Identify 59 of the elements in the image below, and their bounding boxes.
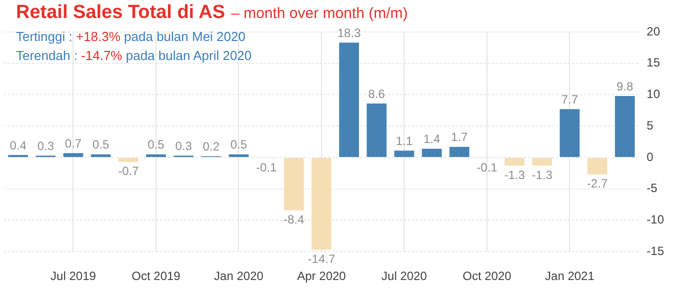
data-label: 0.4 xyxy=(10,138,27,152)
data-label: 0.5 xyxy=(148,138,165,152)
bar xyxy=(422,148,442,157)
x-tick-label: Jan 2020 xyxy=(214,269,264,284)
data-label: -0.1 xyxy=(256,160,277,174)
bar xyxy=(394,150,414,157)
bar xyxy=(146,154,166,157)
data-label: 9.8 xyxy=(616,79,634,94)
y-tick-label: 10 xyxy=(646,87,660,102)
bar xyxy=(532,158,552,166)
data-label: -8.4 xyxy=(284,212,305,226)
data-label: 1.7 xyxy=(451,130,468,144)
bar xyxy=(504,158,524,166)
annotation: Tertinggi : +18.3% pada bulan Mei 2020 xyxy=(16,29,246,44)
y-tick-label: -15 xyxy=(646,244,664,258)
data-label: 7.7 xyxy=(561,92,578,106)
bar xyxy=(90,154,111,157)
data-label: -1.3 xyxy=(532,168,553,182)
data-label: -0.1 xyxy=(476,160,498,174)
data-label: 0.2 xyxy=(202,140,220,154)
x-tick-label: Jul 2019 xyxy=(50,269,96,284)
bar xyxy=(339,42,359,157)
data-label: 0.7 xyxy=(64,136,82,150)
x-tick-label: Apr 2020 xyxy=(297,269,346,284)
x-tick-label: Oct 2019 xyxy=(132,269,181,284)
bar xyxy=(63,153,84,157)
bar xyxy=(366,104,387,157)
bar xyxy=(560,109,580,157)
data-label: 1.4 xyxy=(423,132,440,146)
x-tick-label: Jan 2021 xyxy=(545,269,595,284)
data-label: 18.3 xyxy=(337,26,362,40)
data-label: 0.3 xyxy=(37,138,54,153)
bar xyxy=(284,158,304,210)
bar xyxy=(118,158,138,162)
data-label: 0.3 xyxy=(175,138,192,153)
data-label: -14.7 xyxy=(308,252,336,266)
annotation: Terendah : -14.7% pada bulan April 2020 xyxy=(16,48,252,63)
data-label: -1.3 xyxy=(504,168,526,182)
y-tick-label: -10 xyxy=(646,212,664,227)
y-tick-label: 15 xyxy=(646,56,660,70)
bar xyxy=(228,154,249,157)
chart-subtitle: – month over month (m/m) xyxy=(231,5,408,22)
bar xyxy=(312,158,332,250)
bar xyxy=(449,146,470,157)
data-label: -0.7 xyxy=(118,164,140,178)
y-tick-label: 5 xyxy=(646,118,654,132)
data-label: 8.6 xyxy=(368,86,386,101)
y-tick-label: -5 xyxy=(646,181,658,196)
chart-title: Retail Sales Total di AS xyxy=(16,2,226,23)
x-tick-label: Oct 2020 xyxy=(462,269,512,284)
bar xyxy=(587,158,608,174)
y-tick-label: 20 xyxy=(646,24,660,38)
data-label: -2.7 xyxy=(586,176,608,191)
data-label: 1.1 xyxy=(396,134,413,148)
x-tick-label: Jul 2020 xyxy=(382,269,428,284)
data-label: 0.5 xyxy=(230,138,248,152)
y-tick-label: 0 xyxy=(646,150,654,164)
data-label: 0.5 xyxy=(92,138,110,152)
bar xyxy=(614,96,635,157)
